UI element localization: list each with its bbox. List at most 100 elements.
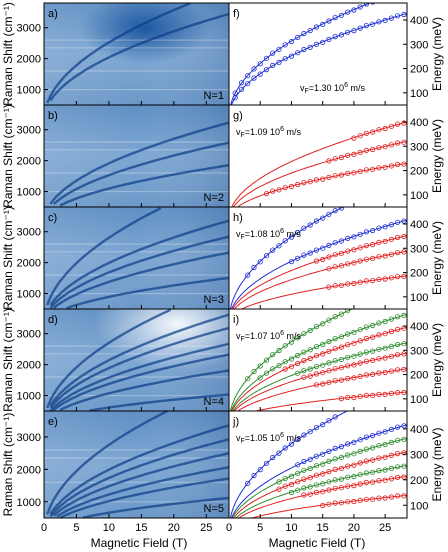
data-point [313, 482, 319, 488]
data-point [288, 53, 295, 59]
vf-symbol: v [236, 433, 241, 443]
data-point [288, 364, 295, 370]
vf-value: =1.08 10 [245, 229, 280, 239]
fit-curve [237, 475, 407, 518]
data-point [351, 375, 357, 381]
data-point [320, 245, 326, 251]
fit-curve [230, 309, 353, 411]
data-point [401, 474, 407, 480]
vf-unit: m/s [348, 83, 365, 93]
data-point [332, 313, 338, 320]
data-point [363, 458, 369, 464]
data-point [320, 461, 326, 467]
data-point [345, 474, 351, 480]
data-point [394, 234, 401, 241]
left-y-axis-title: Raman Shift (cm⁻¹) [1, 308, 15, 412]
data-point [394, 341, 401, 348]
data-point [307, 491, 313, 497]
data-point [345, 152, 351, 158]
data-point [301, 46, 307, 53]
data-point [351, 353, 357, 359]
data-point [394, 314, 401, 320]
data-point [276, 486, 282, 492]
data-point [307, 429, 313, 435]
data-point [288, 234, 295, 240]
vf-value: =1.09 10 [245, 127, 280, 137]
y-tick-label: 1000 [17, 497, 41, 509]
data-point [301, 467, 307, 473]
x-tick-label: 0 [41, 522, 47, 534]
vf-unit: m/s [284, 229, 301, 239]
fit-curve [235, 465, 407, 518]
data-point [351, 135, 357, 141]
data-point [288, 339, 295, 345]
data-point [351, 362, 357, 368]
right-y-axis-title: Energy (meV) [430, 119, 444, 193]
data-point [357, 258, 363, 264]
data-point [301, 492, 307, 498]
data-point [326, 284, 332, 290]
data-point [394, 351, 401, 358]
data-point [326, 158, 332, 164]
x-tick-label: 20 [348, 522, 360, 534]
y-tick-label: 300 [410, 449, 428, 461]
data-point [338, 443, 344, 450]
data-point [320, 215, 326, 221]
data-point [369, 277, 376, 284]
vf-symbol: v [300, 83, 305, 93]
data-point [301, 357, 307, 364]
data-point [369, 21, 376, 27]
data-point [313, 489, 319, 495]
data-point [338, 12, 344, 18]
data-point [357, 437, 363, 443]
fit-curve [232, 342, 407, 411]
data-point [326, 254, 332, 260]
data-point [357, 460, 363, 466]
data-point [263, 460, 270, 466]
data-point [363, 22, 369, 29]
colormap-dark-region [44, 3, 229, 105]
data-point [270, 454, 276, 461]
data-point [270, 62, 276, 69]
data-point [326, 338, 332, 345]
data-point [363, 130, 369, 136]
vf-unit: m/s [284, 433, 301, 443]
data-point [313, 24, 319, 30]
panel-label: b) [48, 110, 58, 122]
y-tick-label: 3000 [17, 23, 41, 35]
energy-panel-4: i) vF=1.07 106 m/s 100 200 300 400 [228, 308, 428, 412]
data-point [388, 452, 394, 458]
y-tick-label: 400 [410, 321, 428, 333]
right-y-axis-titles: Energy (meV) Energy (meV) Energy (meV) Ener… [430, 17, 444, 502]
data-point [332, 445, 338, 451]
energy-panel-5: j) vF=1.05 106 m/s 100 200 300 400 [228, 410, 428, 519]
raman-trace [46, 308, 172, 409]
data-point [332, 358, 338, 364]
data-point [357, 25, 363, 31]
raman-trace [49, 424, 230, 515]
y-tick-label: 200 [410, 475, 428, 487]
data-point [270, 351, 276, 358]
raman-trace [59, 369, 230, 411]
y-tick-label: 2000 [17, 258, 41, 270]
right-y-axis-title: Energy (meV) [430, 17, 444, 91]
panel-label: d) [48, 314, 58, 326]
data-point [288, 441, 295, 447]
data-point [351, 473, 357, 480]
vf-unit: m/s [284, 331, 301, 341]
data-point [295, 34, 301, 41]
data-point [394, 493, 401, 499]
data-point [288, 38, 295, 45]
data-point [388, 251, 394, 257]
data-point [376, 276, 382, 282]
data-point [401, 341, 407, 347]
data-point [307, 347, 313, 353]
data-point [251, 66, 257, 72]
data-point [401, 11, 407, 18]
raman-panel-1: a) N=1 1000 2000 3000 [17, 2, 230, 106]
data-point [357, 327, 363, 333]
data-point [345, 9, 351, 15]
data-point [382, 391, 388, 397]
data-point [351, 280, 357, 287]
panel-frame [228, 410, 408, 519]
